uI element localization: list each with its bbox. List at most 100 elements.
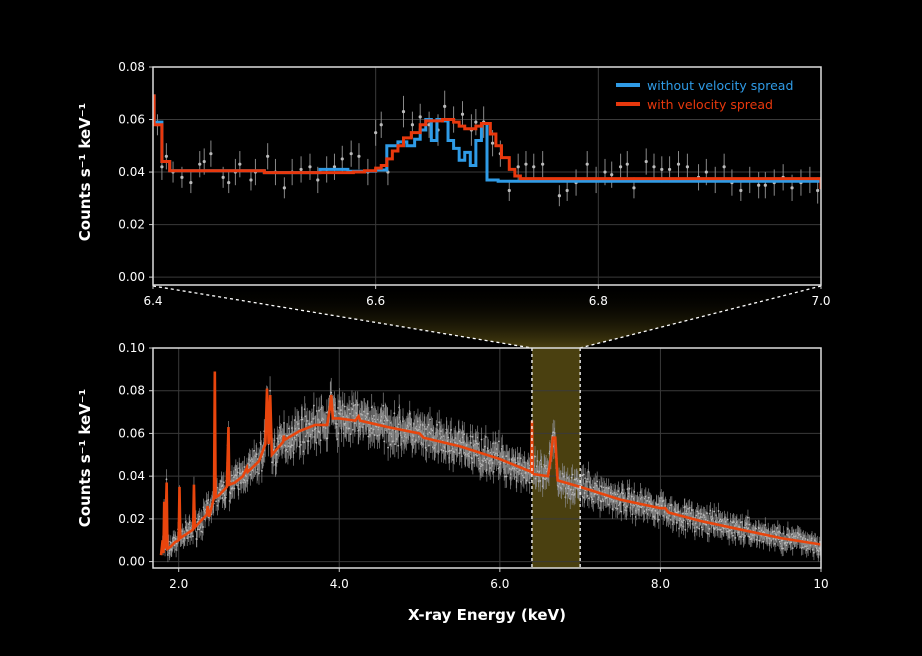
data-point — [734, 536, 737, 539]
data-point — [222, 492, 225, 495]
data-point — [227, 180, 231, 185]
data-point — [312, 404, 315, 407]
data-point — [336, 423, 338, 425]
data-point — [293, 436, 296, 439]
data-point — [343, 422, 346, 425]
data-point — [686, 513, 689, 515]
data-point — [588, 497, 590, 500]
data-point — [616, 507, 619, 510]
data-point — [382, 404, 385, 407]
data-point — [356, 404, 359, 406]
data-point — [266, 154, 270, 158]
data-point — [343, 405, 346, 408]
x-tick-label: 6.8 — [589, 294, 608, 308]
data-point — [460, 455, 463, 458]
data-point — [806, 538, 809, 541]
data-point — [463, 433, 466, 436]
data-point — [598, 490, 601, 492]
data-point — [625, 162, 629, 166]
data-point — [165, 478, 168, 481]
data-point — [255, 453, 258, 456]
data-point — [763, 183, 767, 187]
data-point — [440, 448, 443, 451]
data-point — [160, 165, 164, 169]
data-point — [644, 159, 648, 164]
data-point — [705, 523, 708, 526]
data-point — [607, 487, 610, 490]
data-point — [202, 526, 205, 528]
data-point — [330, 391, 333, 394]
x-tick-label: 10 — [813, 577, 828, 591]
y-tick-label: 0.06 — [118, 113, 145, 127]
data-point — [393, 412, 396, 415]
data-point — [523, 476, 525, 479]
plot-frame — [152, 66, 822, 286]
data-point — [507, 188, 511, 193]
data-point — [491, 462, 494, 464]
data-point — [421, 424, 424, 426]
data-point — [758, 527, 760, 530]
data-point — [477, 443, 480, 445]
x-tick-label: 6.0 — [490, 577, 509, 591]
data-point — [371, 432, 374, 434]
data-point — [370, 406, 373, 409]
data-point — [586, 480, 588, 483]
data-point — [387, 446, 389, 449]
data-point — [337, 407, 339, 409]
data-point — [695, 526, 698, 529]
data-point — [515, 479, 518, 482]
data-point — [758, 539, 761, 542]
data-point — [694, 530, 696, 533]
data-point — [192, 535, 194, 538]
data-point — [376, 434, 379, 437]
y-tick-label: 0.06 — [118, 426, 145, 440]
data-point — [734, 525, 736, 527]
data-point — [319, 439, 322, 442]
data-point — [447, 436, 450, 439]
data-point — [726, 530, 729, 533]
data-point — [349, 152, 353, 156]
data-point — [489, 467, 492, 469]
data-point — [695, 514, 698, 517]
data-point — [374, 131, 378, 135]
data-point — [722, 527, 725, 530]
data-point — [308, 165, 312, 169]
data-point — [717, 528, 719, 531]
data-point — [701, 516, 704, 519]
legend: without velocity spread with velocity sp… — [616, 78, 793, 112]
data-point — [471, 435, 474, 438]
data-point — [484, 445, 486, 448]
data-point — [683, 506, 686, 508]
data-point — [687, 507, 690, 510]
data-point — [516, 457, 519, 459]
data-point — [541, 162, 545, 166]
data-point — [704, 170, 708, 174]
data-point — [619, 165, 623, 169]
data-point — [298, 445, 301, 448]
data-point — [660, 167, 664, 172]
data-point — [801, 538, 804, 541]
data-point — [620, 510, 623, 513]
x-tick-label: 7.0 — [811, 294, 830, 308]
data-point — [696, 510, 699, 513]
data-point — [697, 512, 700, 515]
data-point — [691, 509, 693, 512]
y-tick-label: 0.08 — [118, 60, 145, 74]
data-point — [610, 173, 614, 177]
data-point — [492, 470, 495, 473]
data-point — [188, 521, 191, 524]
data-point — [813, 551, 815, 554]
data-point — [497, 440, 500, 443]
data-point — [318, 409, 321, 412]
data-point — [275, 453, 278, 456]
data-point — [352, 428, 354, 431]
data-point — [729, 529, 732, 532]
data-point — [282, 186, 286, 190]
data-point — [573, 478, 576, 481]
x-tick-label: 4.0 — [330, 577, 349, 591]
data-point — [269, 389, 271, 392]
model-line-with-velocity-spread — [159, 371, 821, 556]
data-point — [764, 524, 767, 526]
data-point — [233, 476, 235, 479]
